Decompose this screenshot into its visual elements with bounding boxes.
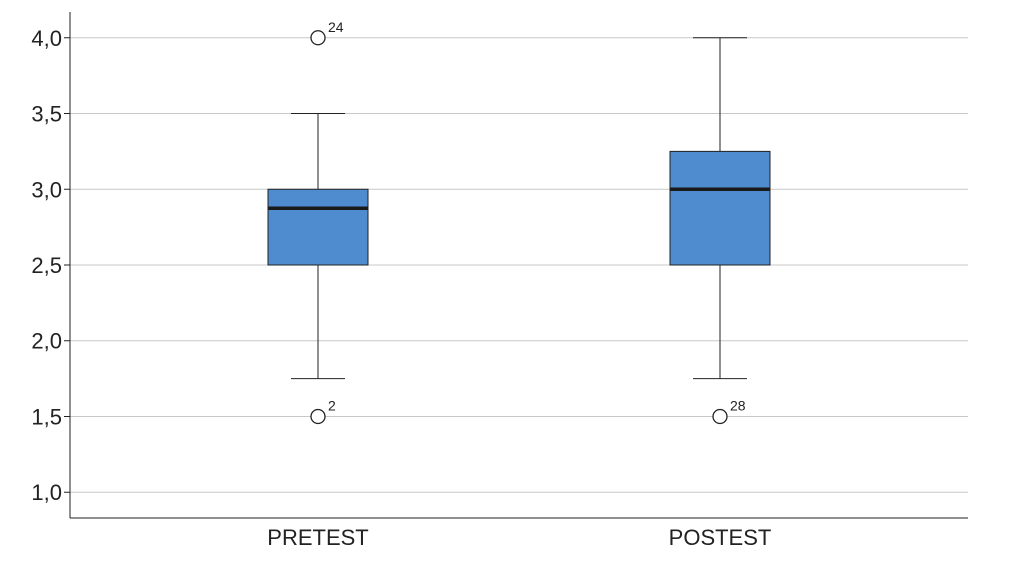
grid-layer xyxy=(70,37,968,493)
y-tick-label: 2,5 xyxy=(31,253,62,278)
x-category-label: PRETEST xyxy=(267,525,368,550)
outlier-label: 28 xyxy=(730,397,746,413)
y-tick-label: 1,0 xyxy=(31,480,62,505)
box-group-postest xyxy=(669,37,771,425)
box-group-pretest xyxy=(267,30,369,425)
iqr-box xyxy=(669,150,771,266)
outlier-point xyxy=(712,408,728,425)
outlier-label: 2 xyxy=(328,397,336,413)
outlier-point xyxy=(310,30,326,46)
box-layer xyxy=(267,30,771,425)
outlier-label: 24 xyxy=(328,19,344,35)
x-category-label: POSTEST xyxy=(669,525,772,550)
y-tick-label: 3,5 xyxy=(31,102,62,127)
label-layer: 1,0 1,5 2,0 2,5 3,0 3,5 4,0 24 2 PRETEST 28 POSTEST xyxy=(31,19,771,550)
y-tick-label: 1,5 xyxy=(31,404,62,429)
outlier-point xyxy=(310,408,326,425)
axis-layer xyxy=(64,12,968,519)
y-tick-label: 3,0 xyxy=(31,177,62,202)
y-tick-label: 4,0 xyxy=(31,26,62,51)
y-tick-label: 2,0 xyxy=(31,329,62,354)
iqr-box xyxy=(267,188,369,266)
